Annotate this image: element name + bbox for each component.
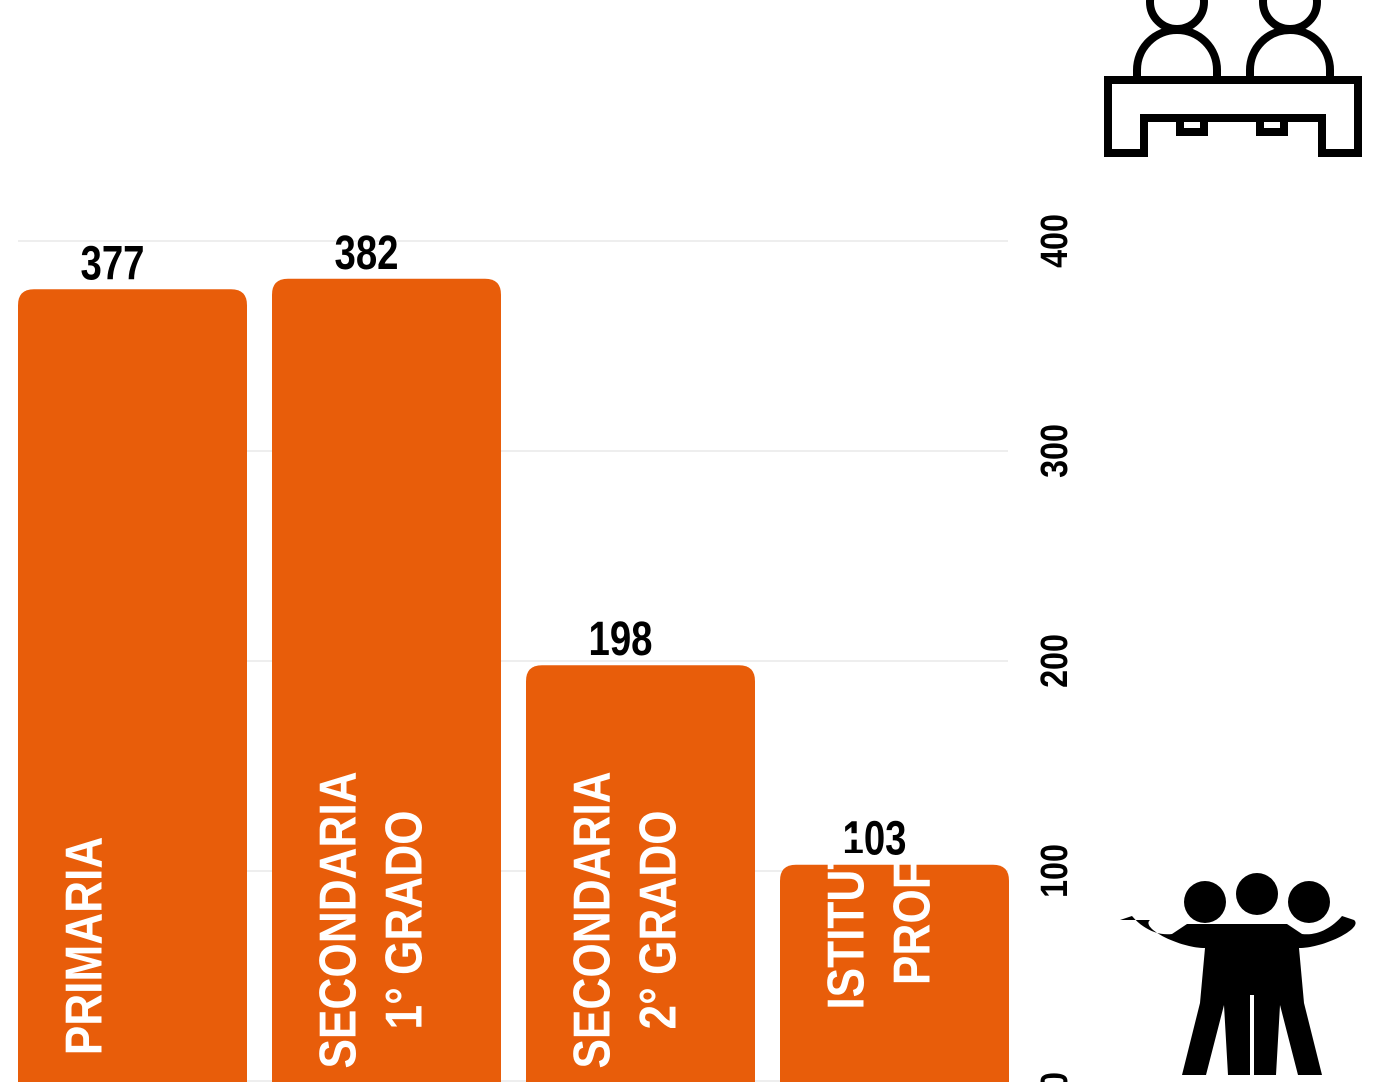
category-label: SECONDARIA (309, 771, 367, 1068)
bar (272, 278, 501, 1082)
category-label: SECONDARIA (563, 771, 621, 1068)
value-label: 382 (334, 227, 398, 280)
desk-icon (1104, 0, 1362, 157)
bar (18, 289, 247, 1082)
category-label: 2° GRADO (629, 810, 687, 1029)
people-icon (1120, 873, 1356, 1075)
bar (780, 864, 1009, 1082)
category-label: ISTITUTI (817, 830, 875, 1009)
y-tick-label: 200 (1034, 634, 1076, 688)
category-label: PROF. (883, 855, 941, 985)
y-tick-label: 400 (1034, 214, 1076, 268)
value-label: 103 (842, 813, 906, 866)
category-label: 1° GRADO (375, 810, 433, 1029)
category-label: PRIMARIA (55, 837, 113, 1056)
y-tick-label: 300 (1034, 424, 1076, 478)
value-label: 377 (80, 237, 144, 290)
bar (526, 665, 755, 1082)
y-tick-label: 100 (1034, 844, 1076, 898)
y-tick-label: 0 (1034, 1072, 1076, 1082)
value-label: 198 (588, 613, 652, 666)
